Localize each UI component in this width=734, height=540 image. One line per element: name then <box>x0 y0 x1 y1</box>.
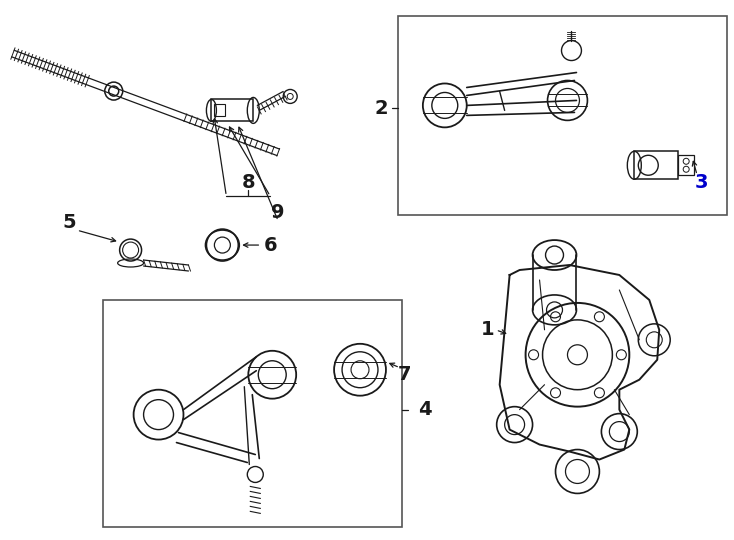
Text: 6: 6 <box>264 235 277 254</box>
Text: 7: 7 <box>398 365 412 384</box>
Text: 4: 4 <box>418 400 432 419</box>
Bar <box>634 151 678 179</box>
Text: 3: 3 <box>694 173 708 192</box>
Text: 9: 9 <box>272 202 285 221</box>
Bar <box>211 99 253 122</box>
Bar <box>103 300 402 528</box>
Text: 5: 5 <box>62 213 76 232</box>
Bar <box>214 104 225 117</box>
Text: 1: 1 <box>481 320 495 339</box>
Bar <box>678 156 694 176</box>
Text: 8: 8 <box>241 173 255 192</box>
Text: 2: 2 <box>374 99 388 118</box>
Bar <box>398 16 727 215</box>
